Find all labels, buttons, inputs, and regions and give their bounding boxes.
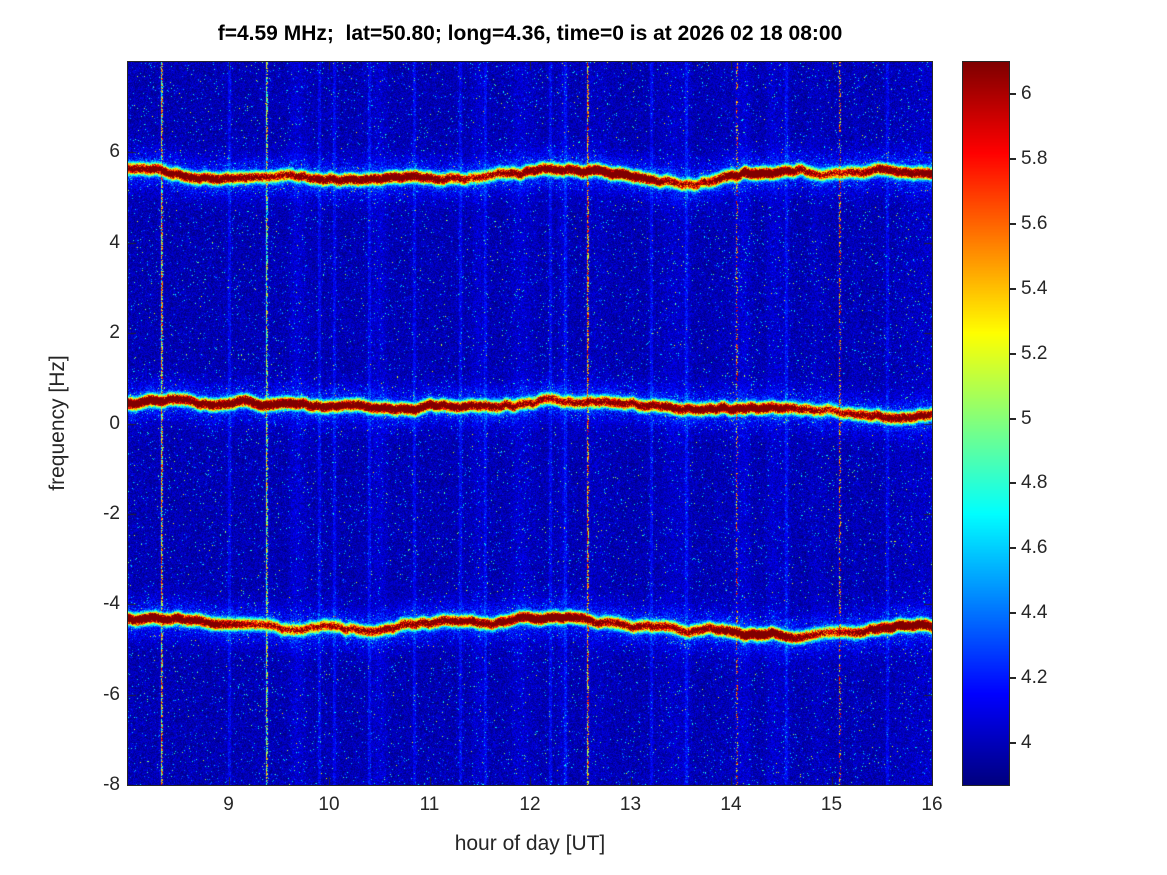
colorbar-tick-mark	[1010, 223, 1016, 226]
x-tick-label: 16	[921, 794, 943, 815]
colorbar-tick-label: 4.8	[1021, 472, 1048, 494]
colorbar-tick-label: 5.4	[1021, 277, 1048, 299]
colorbar-tick-mark	[1010, 93, 1016, 96]
colorbar-tick-label: 6	[1021, 83, 1032, 105]
colorbar-gradient	[963, 62, 1009, 785]
colorbar-tick-label: 5.8	[1021, 148, 1048, 170]
x-tick-label: 13	[619, 794, 642, 815]
colorbar-tick-label: 5.2	[1021, 342, 1048, 364]
x-tick-label: 15	[820, 794, 843, 815]
colorbar-tick-label: 5.6	[1021, 213, 1048, 235]
x-tick-label: 11	[419, 794, 440, 815]
colorbar-tick-mark	[1010, 612, 1016, 615]
y-tick-label: -8	[103, 774, 120, 795]
colorbar-tick-mark	[1010, 677, 1016, 679]
colorbar-tick-label: 4	[1021, 731, 1032, 753]
spectrogram-heatmap	[128, 62, 932, 785]
x-tick-label: 12	[519, 794, 541, 815]
colorbar-tick-label: 4.2	[1021, 667, 1048, 688]
y-tick-label: 4	[109, 231, 120, 253]
y-tick-label: -2	[103, 502, 120, 524]
colorbar-tick-label: 5	[1021, 407, 1032, 429]
colorbar-tick-mark	[1010, 547, 1016, 550]
y-tick-label: 2	[109, 322, 120, 344]
y-tick-label: -4	[103, 593, 120, 615]
x-axis-label: hour of day [UT]	[454, 832, 606, 855]
colorbar	[962, 61, 1010, 786]
y-tick-label: -6	[103, 683, 120, 705]
colorbar-tick-mark	[1010, 482, 1016, 485]
chart-title: f=4.59 MHz; lat=50.80; long=4.36, time=0…	[217, 22, 843, 45]
x-tick-label: 9	[223, 794, 234, 815]
y-axis-label: frequency [Hz]	[46, 355, 69, 491]
colorbar-tick-mark	[1010, 287, 1016, 290]
colorbar-tick-mark	[1010, 352, 1016, 355]
colorbar-tick-label: 4.6	[1021, 537, 1048, 559]
y-tick-label: 6	[109, 141, 120, 163]
plot-area	[127, 61, 933, 786]
colorbar-tick-mark	[1010, 741, 1016, 744]
y-tick-label: 0	[109, 412, 120, 434]
colorbar-tick-mark	[1010, 417, 1016, 420]
x-tick-label: 10	[318, 794, 340, 815]
colorbar-tick-mark	[1010, 158, 1016, 161]
x-tick-label: 14	[720, 794, 742, 815]
colorbar-tick-label: 4.4	[1021, 602, 1048, 624]
